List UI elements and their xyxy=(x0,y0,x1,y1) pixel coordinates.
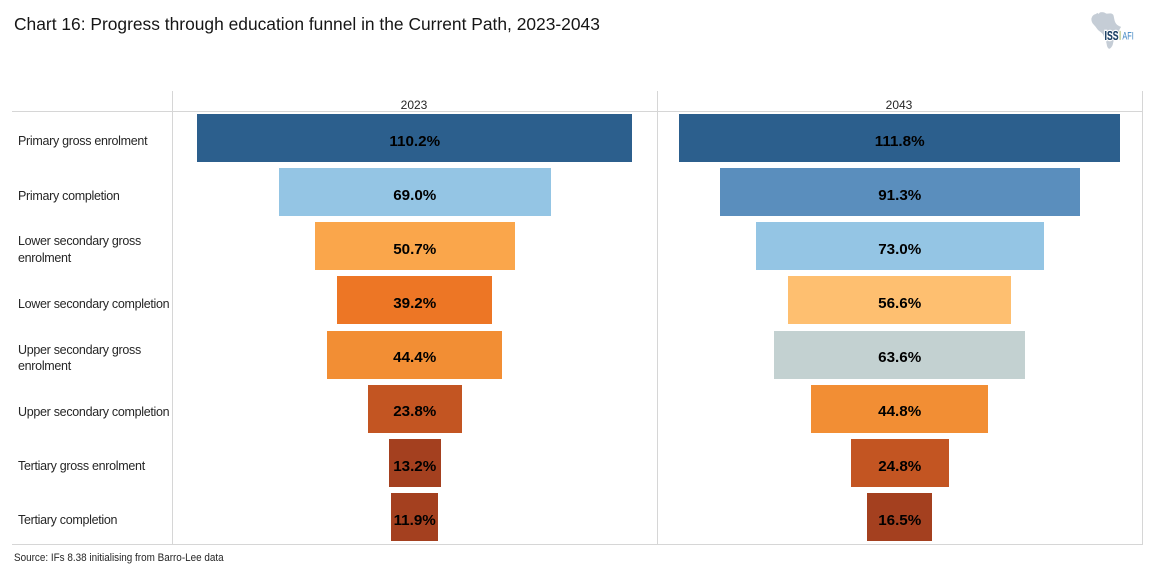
svg-text:AFI: AFI xyxy=(1122,30,1133,42)
svg-text:ISS: ISS xyxy=(1105,29,1119,43)
svg-text:ISS: ISS xyxy=(1105,29,1119,43)
